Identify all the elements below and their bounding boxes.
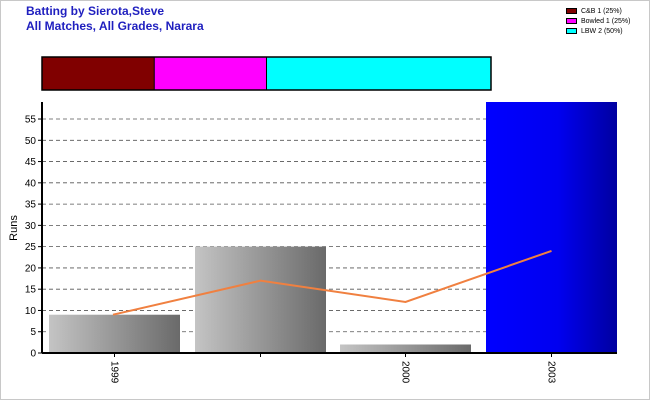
title-line-2: All Matches, All Grades, Narara bbox=[26, 19, 204, 33]
legend-swatch-lbw bbox=[566, 28, 577, 34]
bar-2003 bbox=[486, 102, 617, 353]
title-line-1: Batting by Sierota,Steve bbox=[26, 4, 165, 18]
bar-1999 bbox=[49, 314, 180, 353]
y-tick-label-10: 10 bbox=[25, 306, 37, 317]
x-tick-label-2003: 2003 bbox=[546, 361, 557, 384]
legend-item-lbw: LBW 2 (50%) bbox=[566, 26, 630, 36]
x-tick-label-1999: 1999 bbox=[109, 361, 120, 384]
runs-bars bbox=[49, 102, 617, 353]
chart-title: Batting by Sierota,Steve All Matches, Al… bbox=[26, 4, 204, 34]
y-tick-label-50: 50 bbox=[25, 136, 37, 147]
dismissal-stacked-bar bbox=[41, 56, 492, 91]
bar-2000 bbox=[340, 344, 471, 353]
dismissal-segment-0 bbox=[42, 57, 155, 90]
trend-line-layer bbox=[112, 249, 552, 316]
y-tick-label-25: 25 bbox=[25, 242, 37, 253]
legend: C&B 1 (25%) Bowled 1 (25%) LBW 2 (50%) bbox=[566, 6, 630, 36]
y-tick-label-30: 30 bbox=[25, 221, 37, 232]
dismissal-bar-outline bbox=[41, 56, 492, 91]
legend-label-bowled: Bowled 1 (25%) bbox=[581, 17, 631, 25]
legend-label-cb: C&B 1 (25%) bbox=[581, 7, 622, 15]
axes: 0 5 10 15 20 25 30 35 40 45 50 55 1999 2000 2003 bbox=[25, 102, 617, 384]
legend-item-bowled: Bowled 1 (25%) bbox=[566, 16, 630, 26]
legend-swatch-cb bbox=[566, 8, 577, 14]
y-tick-label-45: 45 bbox=[25, 157, 37, 168]
bar-group-1 bbox=[195, 246, 326, 353]
y-tick-label-0: 0 bbox=[30, 349, 36, 360]
x-tick-label-2000: 2000 bbox=[400, 361, 411, 384]
y-axis-label: Runs bbox=[8, 215, 20, 241]
legend-swatch-bowled bbox=[566, 18, 577, 24]
legend-label-lbw: LBW 2 (50%) bbox=[581, 27, 623, 35]
legend-item-cb: C&B 1 (25%) bbox=[566, 6, 630, 16]
trend-line bbox=[112, 249, 552, 316]
dismissal-segment-2 bbox=[266, 57, 491, 90]
y-tick-label-55: 55 bbox=[25, 115, 37, 126]
y-tick-label-15: 15 bbox=[25, 285, 37, 296]
y-tick-label-40: 40 bbox=[25, 178, 37, 189]
y-tick-label-35: 35 bbox=[25, 200, 37, 211]
y-tick-label-5: 5 bbox=[30, 327, 36, 338]
dismissal-segment-1 bbox=[154, 57, 267, 90]
y-tick-label-20: 20 bbox=[25, 263, 37, 274]
